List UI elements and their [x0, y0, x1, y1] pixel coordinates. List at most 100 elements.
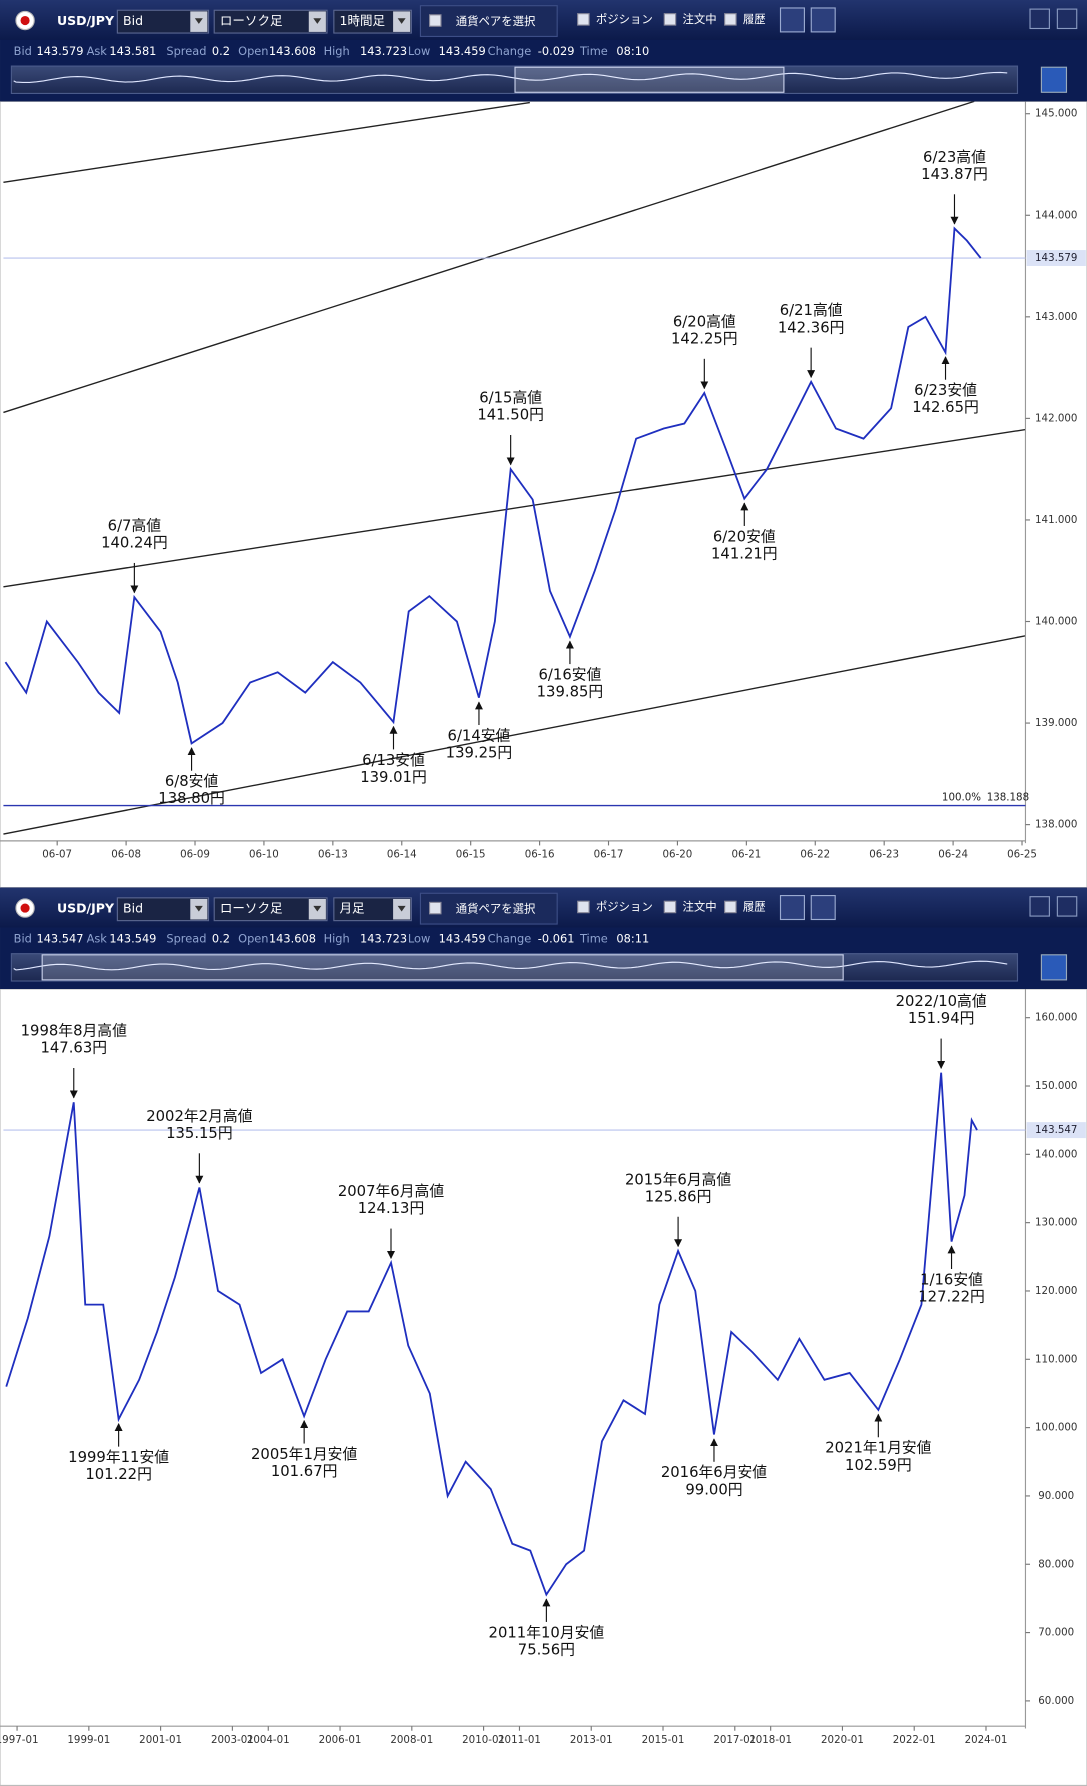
quote-value: 143.459 [439, 931, 486, 945]
y-tick-label: 140.000 [1035, 616, 1077, 628]
x-tick-label: 2008-01 [390, 1734, 433, 1746]
annotation-value: 142.25円 [671, 330, 738, 347]
window-icon[interactable] [1056, 8, 1078, 30]
dropdown[interactable] [116, 9, 210, 34]
fib-percent: 100.0% [942, 792, 981, 804]
x-tick-label: 2017-01 [713, 1734, 756, 1746]
y-tick-label: 120.000 [1035, 1285, 1077, 1297]
checkbox-label[interactable]: 履歴 [743, 12, 766, 26]
navigator-window[interactable] [41, 954, 844, 981]
pair-select-text[interactable]: 通貨ペアを選択 [456, 14, 536, 28]
quote-value: 143.459 [439, 44, 486, 58]
dropdown-arrow [313, 18, 322, 24]
navigator-window[interactable] [514, 66, 785, 93]
fib-price: 138.188 [987, 792, 1029, 804]
checkbox[interactable] [577, 13, 590, 26]
zoom-button[interactable] [1040, 66, 1068, 93]
y-tick-label: 140.000 [1035, 1148, 1077, 1160]
pair-select-text[interactable]: 通貨ペアを選択 [456, 902, 536, 916]
tool-icon[interactable] [779, 7, 805, 33]
x-tick-label: 2001-01 [139, 1734, 182, 1746]
symbol: USD/JPY [57, 901, 115, 916]
checkbox-label[interactable]: ポジション [596, 12, 653, 26]
checkbox[interactable] [663, 13, 677, 26]
quote-value: 143.581 [109, 44, 156, 58]
dropdown[interactable] [116, 897, 210, 922]
checkbox-label[interactable]: 履歴 [743, 899, 766, 913]
y-tick-label: 145.000 [1035, 108, 1077, 120]
annotation-value: 138.80円 [158, 790, 225, 807]
annotation-title: 6/20高値 [673, 313, 736, 330]
dropdown-text[interactable]: ローソク足 [220, 13, 283, 28]
y-tick-label: 143.000 [1035, 311, 1077, 323]
dropdown-text[interactable]: Bid [123, 901, 143, 916]
dropdown[interactable] [333, 9, 412, 34]
x-tick-label: 2022-01 [893, 1734, 936, 1746]
window-icon[interactable] [1029, 8, 1050, 30]
checkbox[interactable] [724, 900, 737, 914]
dropdown[interactable] [213, 897, 328, 922]
quote-label: Time [579, 931, 608, 945]
x-tick-label: 06-08 [111, 849, 141, 861]
chart-area [0, 988, 1087, 1786]
checkbox[interactable] [577, 900, 590, 914]
x-tick-label: 1997-01 [0, 1734, 38, 1746]
navigator [10, 953, 1019, 982]
dropdown-text[interactable]: Bid [123, 13, 143, 28]
checkbox[interactable] [428, 14, 442, 27]
window-icon[interactable] [1029, 896, 1050, 917]
trend-line [3, 101, 530, 183]
window-icon[interactable] [1056, 896, 1078, 917]
checkbox[interactable] [724, 13, 737, 26]
annotation-value: 127.22円 [918, 1288, 985, 1305]
pair-select-button[interactable] [419, 892, 558, 925]
checkbox-label[interactable]: 注文中 [683, 12, 717, 26]
x-tick-label: 06-22 [800, 849, 830, 861]
annotation-title: 2005年1月安値 [251, 1446, 357, 1463]
y-tick-label: 130.000 [1035, 1217, 1077, 1229]
quote-value: 143.549 [109, 931, 156, 945]
x-tick-label: 06-13 [318, 849, 348, 861]
dropdown-text[interactable]: 1時間足 [340, 13, 386, 28]
dropdown[interactable] [213, 9, 328, 34]
dropdown-text[interactable]: 月足 [340, 901, 366, 916]
navigator [10, 65, 1019, 94]
annotation-title: 6/21高値 [780, 302, 843, 319]
annotation-value: 99.00円 [685, 1481, 742, 1498]
quote-label: Bid [14, 931, 32, 945]
pair-select-button[interactable] [419, 5, 558, 38]
x-tick-label: 06-09 [180, 849, 210, 861]
annotation-value: 124.13円 [358, 1200, 425, 1217]
annotation-title: 6/16安値 [539, 666, 602, 683]
dropdown-arrow [194, 18, 203, 24]
annotation-value: 101.67円 [271, 1463, 338, 1480]
tool-icon[interactable] [810, 7, 836, 33]
annotation-value: 139.85円 [537, 684, 604, 701]
quote-label: Spread [166, 44, 206, 58]
dropdown-text[interactable]: ローソク足 [220, 901, 283, 916]
annotation-title: 6/23安値 [914, 382, 977, 399]
x-tick-label: 2020-01 [821, 1734, 864, 1746]
y-tick-label: 160.000 [1035, 1012, 1077, 1024]
dropdown[interactable] [333, 897, 412, 922]
chart-area [0, 100, 1087, 889]
checkbox-label[interactable]: 注文中 [683, 899, 717, 913]
y-tick-label: 150.000 [1035, 1080, 1077, 1092]
y-tick-label: 110.000 [1035, 1353, 1077, 1365]
chart: 138.000 139.000 140.000 141.000 142.000 143.0… [3, 108, 1086, 861]
annotation-title: 2021年1月安値 [825, 1440, 931, 1457]
tool-icon[interactable] [779, 894, 805, 921]
quote-label: Change [488, 931, 532, 945]
zoom-button[interactable] [1040, 954, 1068, 981]
y-tick-label: 139.000 [1035, 717, 1077, 729]
tool-icon[interactable] [810, 894, 836, 921]
annotation-value: 125.86円 [645, 1188, 712, 1205]
flag-dot [20, 903, 30, 913]
annotation-title: 2007年6月高値 [338, 1183, 444, 1200]
checkbox-label[interactable]: ポジション [596, 899, 653, 913]
checkbox[interactable] [428, 901, 442, 915]
annotation-value: 141.21円 [711, 545, 778, 562]
quote-value: 08:10 [616, 44, 649, 58]
annotation-title: 2015年6月高値 [625, 1171, 731, 1188]
checkbox[interactable] [663, 900, 677, 914]
